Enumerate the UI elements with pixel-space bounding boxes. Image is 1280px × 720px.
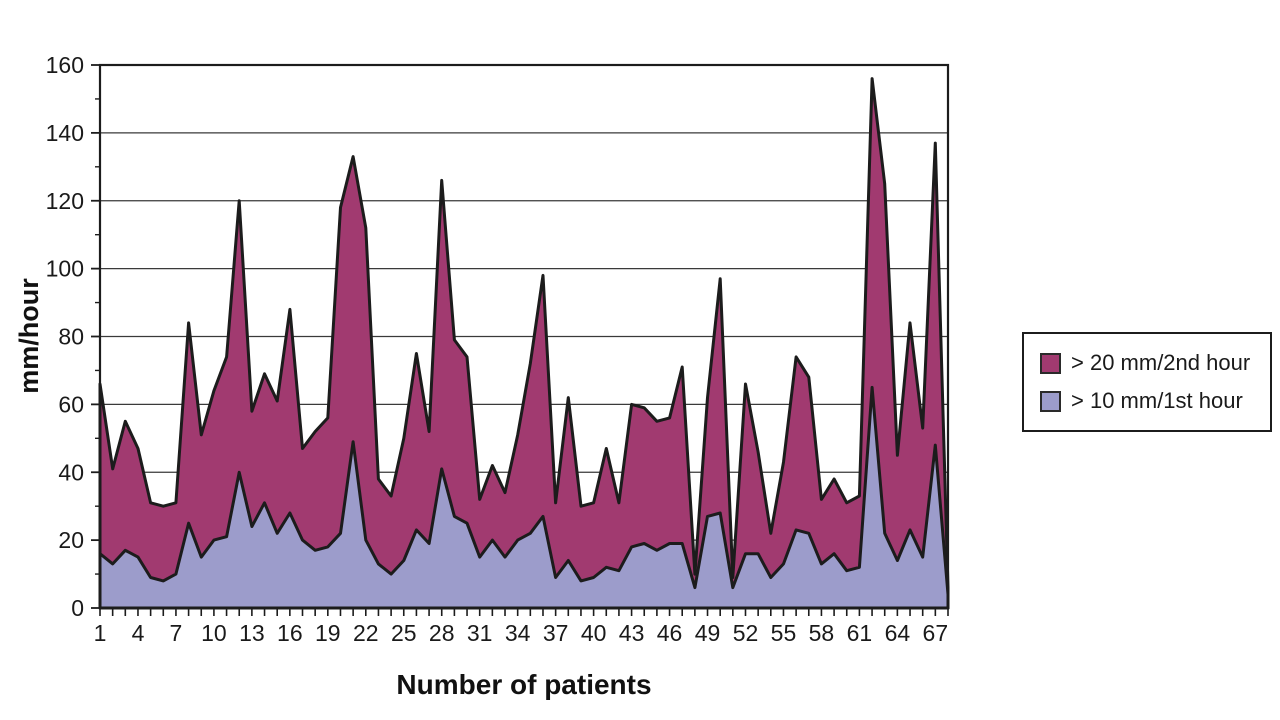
legend-item-1st-hour: > 10 mm/1st hour [1040, 388, 1270, 414]
x-tick-label: 67 [923, 620, 949, 646]
y-tick-label: 100 [46, 256, 84, 282]
x-tick-label: 61 [847, 620, 873, 646]
y-tick-label: 60 [58, 391, 84, 417]
x-tick-label: 43 [619, 620, 645, 646]
area-series-0 [98, 77, 950, 610]
x-tick-label: 34 [505, 620, 531, 646]
x-tick-label: 40 [581, 620, 607, 646]
y-tick-label: 120 [46, 188, 84, 214]
x-tick-label: 31 [467, 620, 493, 646]
x-tick-label: 10 [201, 620, 227, 646]
x-tick-label: 58 [809, 620, 835, 646]
x-tick-label: 4 [132, 620, 145, 646]
y-tick-label: 40 [58, 459, 84, 485]
x-tick-label: 13 [239, 620, 265, 646]
x-tick-label: 52 [733, 620, 759, 646]
x-tick-label: 55 [771, 620, 797, 646]
legend-label-1st-hour: > 10 mm/1st hour [1071, 388, 1243, 413]
y-tick-label: 140 [46, 120, 84, 146]
y-tick-label: 0 [71, 595, 84, 621]
x-tick-label: 46 [657, 620, 683, 646]
legend: > 20 mm/2nd hour > 10 mm/1st hour [1022, 332, 1272, 432]
y-axis-title: mm/hour [14, 278, 44, 394]
y-tick-label: 160 [46, 52, 84, 78]
y-tick-label: 80 [58, 324, 84, 350]
x-tick-label: 1 [94, 620, 107, 646]
x-tick-label: 7 [170, 620, 183, 646]
x-tick-labels: 1 4 7 10 13 16 19 22 25 28 31 34 37 40 43 46 49 52 55 58 61 6… [94, 620, 949, 646]
legend-label-2nd-hour: > 20 mm/2nd hour [1071, 350, 1251, 375]
x-tick-label: 19 [315, 620, 341, 646]
y-tick-labels: 0 20 40 60 80 100 120 140 160 [46, 52, 84, 621]
legend-swatch-1st-hour-icon [1040, 390, 1061, 412]
x-tick-label: 37 [543, 620, 569, 646]
legend-swatch-2nd-hour-icon [1040, 352, 1061, 374]
x-tick-label: 28 [429, 620, 455, 646]
x-tick-label: 25 [391, 620, 417, 646]
x-tick-label: 16 [277, 620, 303, 646]
axis-ticks [91, 64, 949, 616]
x-tick-label: 49 [695, 620, 721, 646]
area-series-1 [98, 385, 950, 610]
x-tick-label: 64 [885, 620, 911, 646]
x-tick-label: 22 [353, 620, 379, 646]
legend-item-2nd-hour: > 20 mm/2nd hour [1040, 350, 1270, 376]
x-axis-title: Number of patients [396, 669, 651, 700]
area-series-layer [98, 77, 950, 610]
y-tick-label: 20 [58, 527, 84, 553]
